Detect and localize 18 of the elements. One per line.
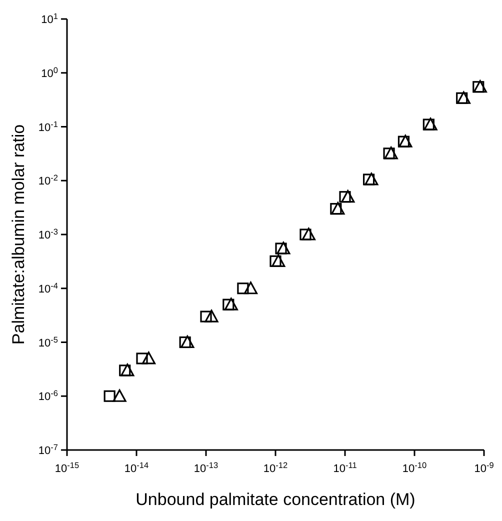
y-tick-label: 10$^{1}$: [41, 12, 58, 26]
x-tick-label: 10$^{-10}$: [402, 460, 427, 475]
x-tick-label: 10$^{-15}$: [54, 460, 80, 475]
x-tick-label: 10$^{-14}$: [124, 460, 149, 475]
y-tick-label: 10$^{-6}$: [38, 388, 58, 404]
x-axis-title: Unbound palmitate concentration (M): [136, 490, 416, 509]
y-axis-title: Palmitate:albumin molar ratio: [9, 124, 28, 345]
y-tick-label: 10$^{0}$: [41, 65, 58, 80]
y-tick-label: 10$^{-5}$: [38, 334, 58, 350]
y-tick-label: 10$^{-3}$: [38, 227, 58, 242]
x-tick-label: 10$^{-9}$: [474, 460, 494, 475]
y-tick-label: 10$^{-7}$: [38, 442, 58, 457]
x-tick-label: 10$^{-13}$: [194, 460, 218, 475]
y-tick-label: 10$^{-4}$: [38, 280, 58, 296]
y-tick-label: 10$^{-1}$: [38, 119, 58, 134]
x-tick-label: 10$^{-11}$: [333, 460, 358, 475]
y-tick-label: 10$^{-2}$: [38, 173, 58, 188]
x-tick-label: 10$^{-12}$: [263, 460, 288, 475]
